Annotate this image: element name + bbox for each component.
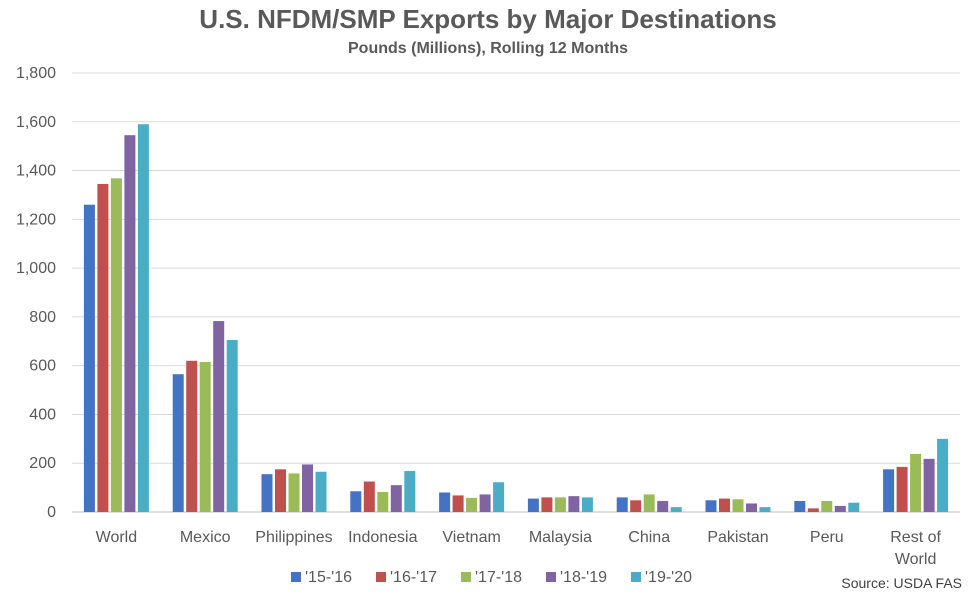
y-tick-label: 400 [29,406,56,423]
bar [83,204,95,512]
bar [137,124,149,512]
y-tick-label: 1,800 [16,65,56,82]
bar [479,494,491,512]
bar [377,492,389,512]
x-tick-label: Mexico [180,529,231,546]
bar [213,321,225,512]
y-tick-label: 1,400 [16,163,56,180]
bar [110,178,122,513]
legend-label: '15-'16 [305,569,352,586]
bar [719,498,730,512]
y-tick-label: 600 [29,358,56,375]
y-tick-label: 0 [47,504,56,521]
bar [937,438,949,512]
legend-label: '16-'17 [390,569,437,586]
bar [439,492,451,512]
x-tick-label: Peru [810,529,844,546]
bar [302,464,313,512]
bar [363,481,375,512]
bar [97,183,109,512]
x-tick-label: Vietnam [442,529,500,546]
legend-label: '18-'19 [560,569,607,586]
bar [883,469,895,512]
x-tick-label: Pakistan [707,529,768,546]
source-note: Source: USDA FAS [841,575,962,591]
x-tick-label: Philippines [255,529,332,546]
bar [821,501,833,512]
bar [261,474,273,512]
bar [275,469,286,512]
legend-swatch [291,572,301,582]
bar [794,501,806,512]
legend-swatch [546,572,556,582]
bar [554,497,566,512]
x-tick-label: China [628,529,670,546]
bar [527,498,539,512]
chart-title: U.S. NFDM/SMP Exports by Major Destinati… [199,4,777,34]
x-tick-label: Rest of [890,529,941,546]
bar [568,496,580,512]
bar [186,360,198,512]
bar [910,453,922,512]
bar [643,494,655,512]
bar [172,374,184,512]
bar [657,501,669,512]
legend-label: '19-'20 [645,569,692,586]
bar [541,497,553,512]
bar [807,508,819,512]
y-tick-label: 1,600 [16,114,56,131]
bar [404,471,416,512]
bar [315,471,327,512]
legend-label: '17-'18 [475,569,522,586]
legend-swatch [461,572,471,582]
y-tick-label: 800 [29,309,56,326]
bar [226,340,238,512]
legend-swatch [376,572,386,582]
x-tick-label: World [96,529,138,546]
bar [390,485,402,512]
bar [581,497,593,512]
bar [124,135,136,513]
bar [616,497,628,512]
bar [493,482,505,512]
bar [350,491,362,512]
y-tick-label: 200 [29,455,56,472]
bar [452,495,464,512]
legend-swatch [631,572,641,582]
bar [466,497,478,512]
x-tick-label: Indonesia [348,529,417,546]
y-tick-label: 1,000 [16,260,56,277]
x-tick-label: Malaysia [529,529,592,546]
bar [923,458,935,512]
bar [848,502,860,512]
bar [199,362,211,512]
bar [834,505,846,512]
chart-subtitle: Pounds (Millions), Rolling 12 Months [348,40,628,57]
bar [630,500,642,512]
bar [746,503,757,512]
bar [288,473,300,512]
bar [732,499,744,512]
bar [670,507,682,512]
bar [759,507,771,512]
x-tick-label: World [895,551,937,568]
bar [705,500,717,512]
y-tick-label: 1,200 [16,211,56,228]
bar [896,466,908,512]
